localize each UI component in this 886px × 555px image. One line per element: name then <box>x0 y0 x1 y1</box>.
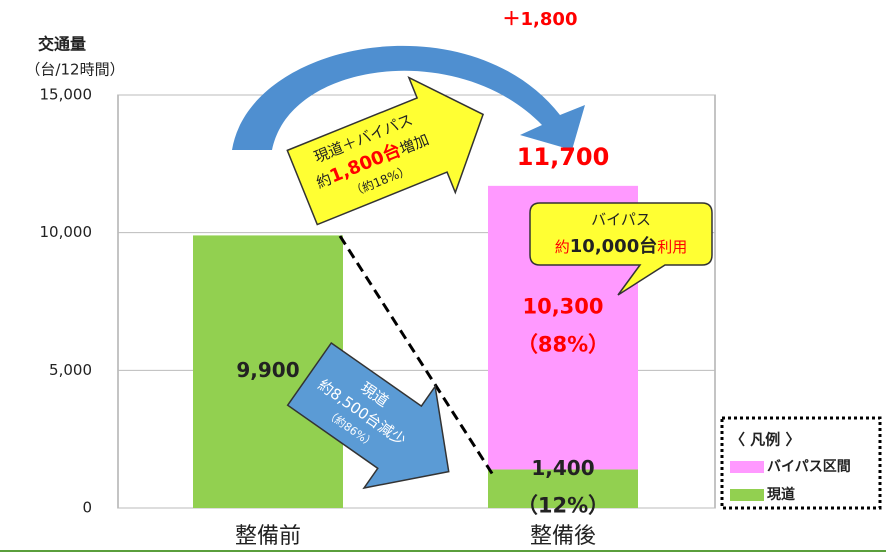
y-tick-label: 0 <box>82 499 92 517</box>
y-axis-title: （台/12時間） <box>25 61 124 79</box>
legend-swatch <box>730 489 764 501</box>
value-label: 9,900 <box>236 358 299 382</box>
annotation: 利用 <box>657 238 687 256</box>
legend-title: 〈 凡例 〉 <box>730 431 800 449</box>
y-tick-label: 10,000 <box>40 223 93 241</box>
x-tick-label: 整備前 <box>235 524 301 549</box>
bar <box>488 469 638 508</box>
y-tick-label: 5,000 <box>49 361 92 379</box>
x-tick-label: 整備後 <box>530 524 596 549</box>
value-label: 10,300 <box>522 295 603 319</box>
legend-label: 現道 <box>767 486 795 503</box>
legend-swatch <box>730 461 764 473</box>
annotation: バイパス <box>591 211 651 229</box>
increase-arrow <box>232 45 585 150</box>
y-tick-label: 15,000 <box>40 86 93 104</box>
total-label: 11,700 <box>517 143 610 171</box>
share-label: （88%） <box>517 333 609 357</box>
share-label: （12%） <box>517 493 609 517</box>
annotation: 約10,000台利用 <box>555 235 688 257</box>
annotation: 約 <box>555 238 570 256</box>
annotation: ＋1,800 <box>503 9 578 30</box>
bypass-callout: バイパス 約10,000台利用 <box>529 202 713 296</box>
existing-callout: 現道 約8,500台減少 （約86%） <box>286 341 450 490</box>
annotation: 約 <box>313 169 334 191</box>
y-axis-title: 交通量 <box>38 35 86 54</box>
annotation: 10,000台 <box>570 235 657 257</box>
value-label: 1,400 <box>531 456 594 480</box>
legend-label: バイパス区間 <box>767 459 851 475</box>
